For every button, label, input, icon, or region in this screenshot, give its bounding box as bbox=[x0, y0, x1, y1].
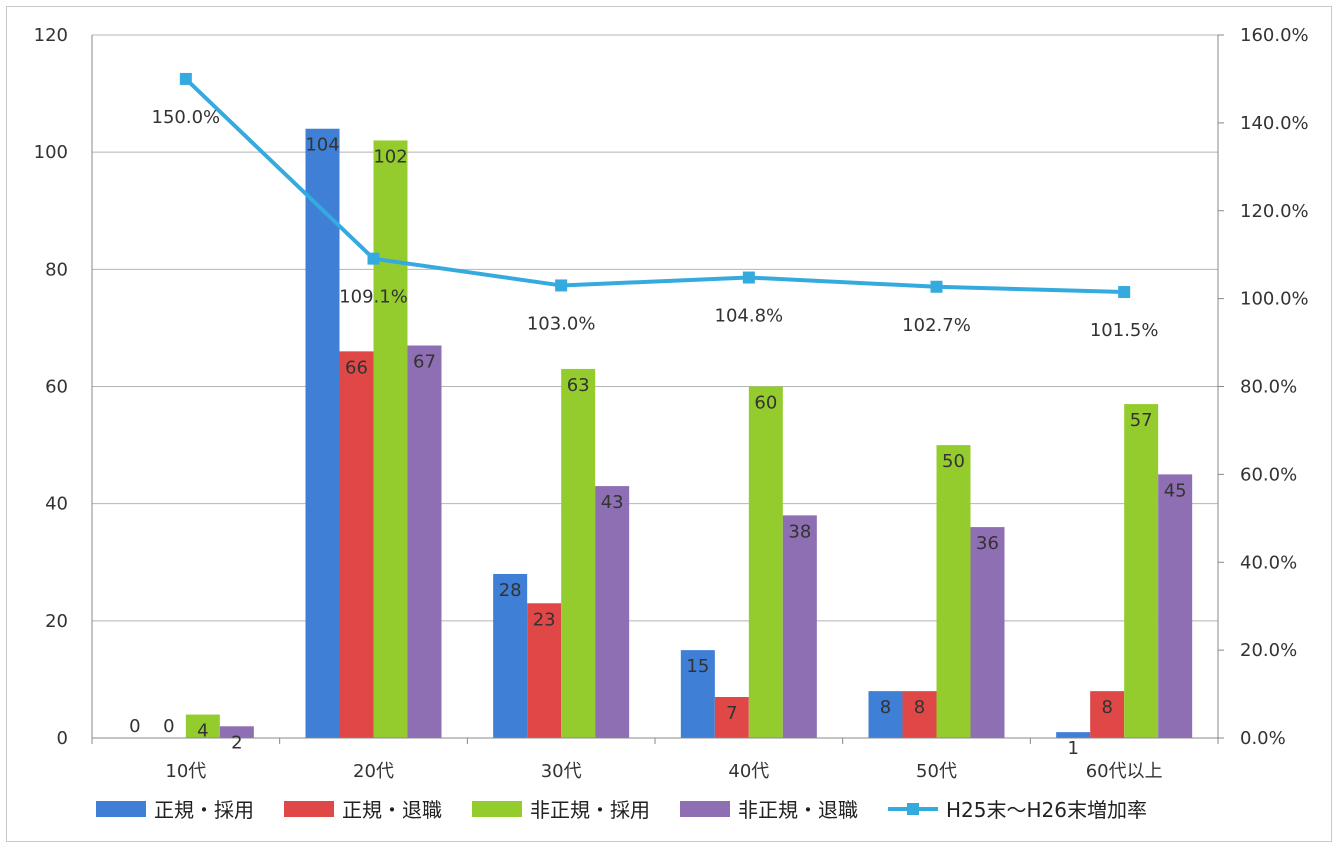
y-tick-label: 20 bbox=[45, 611, 68, 632]
bar-value-label: 8 bbox=[1101, 697, 1112, 718]
y-tick-label: 80 bbox=[45, 259, 68, 280]
bar-value-label: 57 bbox=[1130, 410, 1153, 431]
bar-value-label: 0 bbox=[163, 716, 174, 737]
bar bbox=[373, 140, 408, 738]
rate-value-label: 150.0% bbox=[152, 107, 221, 128]
bar-value-label: 45 bbox=[1164, 480, 1187, 501]
bar-value-label: 8 bbox=[914, 697, 925, 718]
data-labels: 0 104 28 15 8 1 0 66 23 7 8 8 4 102 63 60 50 57 2 67 43 38 36 4… bbox=[129, 107, 1187, 759]
rate-value-label: 104.8% bbox=[715, 306, 784, 327]
y-tick-label: 0 bbox=[57, 728, 68, 749]
bar-value-label: 63 bbox=[567, 375, 590, 396]
x-tick-label: 10代 bbox=[165, 761, 206, 782]
bar-value-label: 38 bbox=[788, 521, 811, 542]
bar bbox=[1158, 474, 1193, 738]
y2-tick-label: 100.0% bbox=[1240, 289, 1309, 310]
legend-swatch bbox=[472, 801, 522, 817]
bar bbox=[714, 696, 749, 738]
x-tick-label: 40代 bbox=[728, 761, 769, 782]
bar bbox=[219, 726, 254, 738]
bar bbox=[970, 527, 1005, 738]
x-tick-label: 60代以上 bbox=[1086, 761, 1163, 782]
bar bbox=[936, 445, 971, 738]
rate-value-label: 109.1% bbox=[339, 287, 408, 308]
bar bbox=[527, 603, 562, 738]
bar-value-label: 50 bbox=[942, 451, 965, 472]
bar bbox=[1090, 691, 1125, 738]
bar bbox=[680, 650, 715, 738]
y2-tick-label: 0.0% bbox=[1240, 728, 1286, 749]
x-tick-label: 30代 bbox=[541, 761, 582, 782]
axes: 0204060801001200.0%20.0%40.0%60.0%80.0%1… bbox=[34, 25, 1309, 782]
legend: 正規・採用 正規・退職 非正規・採用 非正規・退職 H25末～H26末増加率 bbox=[96, 798, 1147, 822]
y-tick-label: 40 bbox=[45, 494, 68, 515]
legend-label: 非正規・退職 bbox=[738, 798, 858, 822]
rate-point-marker bbox=[555, 279, 568, 292]
y2-tick-label: 40.0% bbox=[1240, 552, 1297, 573]
bar-value-label: 104 bbox=[305, 135, 339, 156]
bar-value-label: 102 bbox=[373, 146, 407, 167]
y2-tick-label: 120.0% bbox=[1240, 201, 1309, 222]
legend-label: 非正規・採用 bbox=[530, 798, 650, 822]
x-tick-label: 50代 bbox=[916, 761, 957, 782]
bar-value-label: 43 bbox=[601, 492, 624, 513]
y2-tick-label: 80.0% bbox=[1240, 377, 1297, 398]
bar bbox=[782, 515, 817, 738]
bar bbox=[1124, 404, 1159, 738]
bar bbox=[185, 714, 220, 738]
chart-frame bbox=[6, 6, 1332, 842]
bar-value-label: 7 bbox=[726, 703, 737, 724]
bar bbox=[407, 345, 442, 738]
bar bbox=[561, 368, 596, 738]
y-tick-label: 100 bbox=[34, 142, 68, 163]
rate-line-path bbox=[184, 77, 1125, 295]
legend-label: 正規・採用 bbox=[154, 798, 254, 822]
bar bbox=[339, 351, 374, 738]
legend-swatch bbox=[680, 801, 730, 817]
bar bbox=[902, 691, 937, 738]
bar-value-label: 36 bbox=[976, 533, 999, 554]
bar-series bbox=[185, 128, 1193, 738]
bar-value-label: 2 bbox=[231, 732, 242, 753]
rate-point-marker bbox=[930, 280, 943, 293]
y2-tick-label: 140.0% bbox=[1240, 113, 1309, 134]
bar bbox=[748, 386, 783, 738]
bar-value-label: 23 bbox=[533, 609, 556, 630]
rate-value-label: 102.7% bbox=[902, 315, 971, 336]
y-tick-label: 120 bbox=[34, 25, 68, 46]
rate-line bbox=[179, 72, 1131, 299]
rate-point-marker bbox=[367, 252, 380, 265]
bar-value-label: 67 bbox=[413, 351, 436, 372]
bar-value-label: 15 bbox=[686, 656, 709, 677]
rate-point-marker bbox=[742, 271, 755, 284]
y-tick-label: 60 bbox=[45, 377, 68, 398]
rate-point-marker bbox=[179, 72, 192, 85]
bar bbox=[305, 128, 340, 738]
legend-label: H25末～H26末増加率 bbox=[946, 798, 1147, 822]
bar-value-label: 28 bbox=[499, 580, 522, 601]
bar bbox=[1056, 732, 1091, 738]
bar-value-label: 0 bbox=[129, 716, 140, 737]
gridlines bbox=[92, 34, 1218, 622]
bar bbox=[595, 486, 630, 738]
bar bbox=[868, 691, 903, 738]
x-tick-label: 20代 bbox=[353, 761, 394, 782]
y2-tick-label: 20.0% bbox=[1240, 640, 1297, 661]
legend-swatch bbox=[284, 801, 334, 817]
y2-tick-label: 160.0% bbox=[1240, 25, 1309, 46]
bar-value-label: 1 bbox=[1067, 738, 1078, 759]
y2-tick-label: 60.0% bbox=[1240, 464, 1297, 485]
rate-value-label: 101.5% bbox=[1090, 320, 1159, 341]
rate-value-label: 103.0% bbox=[527, 313, 596, 334]
bar-value-label: 4 bbox=[197, 721, 208, 742]
bar-value-label: 8 bbox=[880, 697, 891, 718]
legend-line-marker bbox=[907, 803, 919, 815]
rate-point-marker bbox=[1118, 286, 1131, 299]
bar-value-label: 60 bbox=[754, 393, 777, 414]
legend-label: 正規・退職 bbox=[342, 798, 442, 822]
bar-value-label: 66 bbox=[345, 357, 368, 378]
legend-swatch bbox=[96, 801, 146, 817]
bar bbox=[493, 573, 528, 738]
